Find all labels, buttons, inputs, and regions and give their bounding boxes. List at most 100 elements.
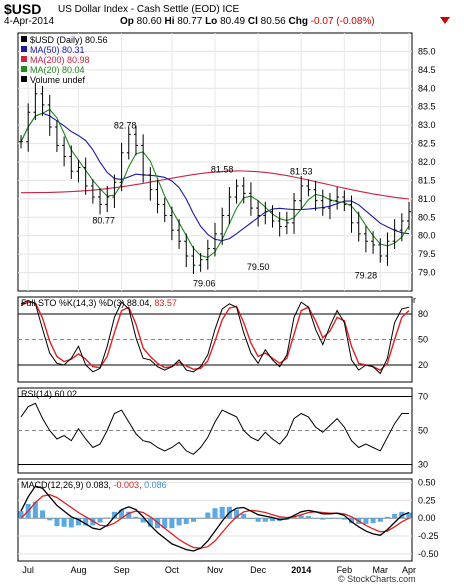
macd-histogram-bar [248,518,254,519]
macd-x-tick: Apr [402,565,416,575]
price-legend-entry: $USD (Daily) 80.56 [30,35,108,45]
price-annotation: 80.77 [92,215,115,225]
price-axis-tick: 80.5 [418,212,436,222]
macd-histogram-bar [104,517,110,519]
stochastic-axis-tick: 80 [418,309,428,319]
macd-histogram-bar [162,518,168,529]
low-label: Lo [205,16,218,27]
macd-x-tick: Jul [22,565,34,575]
macd-histogram-bar [255,518,261,522]
price-axis-tick: 81.0 [418,194,436,204]
macd-histogram-bar [133,516,139,519]
macd-histogram-bar [234,509,240,519]
macd-histogram-bar [205,512,211,519]
macd-axis-tick: 0.25 [418,495,436,505]
change-value: -0.07 (-0.08%) [310,16,375,27]
price-axis-tick: 82.5 [418,139,436,149]
price-annotation: 79.50 [247,262,270,272]
macd-line [20,485,410,552]
macd-histogram-bar [198,518,204,519]
low-value: 80.49 [220,16,246,27]
price-legend-entry: MA(20) 80.04 [30,65,85,75]
price-axis-tick: 84.5 [418,65,436,75]
legend-swatch [21,66,27,72]
macd-axis-tick: 0.50 [418,478,436,488]
price-annotation: 82.78 [114,120,137,130]
price-axis-tick: 84.0 [418,83,436,93]
macd-histogram-bar [68,518,74,528]
macd-histogram-bar [392,513,398,519]
macd-x-tick: Oct [165,565,180,575]
price-axis-tick: 80.0 [418,231,436,241]
symbol-title: $USD [4,1,42,17]
stochastic-legend: Full STO %K(14,3) %D(3) 88.04, 83.57 [21,298,177,308]
stochastic-k-line [20,299,410,375]
price-axis-tick: 79.5 [418,249,436,259]
rsi-axis-tick: 70 [418,392,428,402]
macd-histogram-bar [140,518,146,523]
stochastic-k-value: 88.04, [127,298,155,308]
high-label: Hi [164,16,175,27]
macd-histogram-bar [313,518,319,519]
macd-histogram-bar [219,506,225,519]
macd-histogram-bar [54,518,60,527]
close-label: Cl [247,16,258,27]
macd-histogram-bar [176,518,182,526]
price-axis-tick: 81.5 [418,175,436,185]
macd-signal-value: -0.003, [114,480,145,490]
legend-swatch [21,56,27,62]
rsi-line [20,402,409,455]
price-legend-entry: Volume undef [30,75,86,85]
macd-histogram-bar [47,518,53,521]
macd-histogram-bar [349,518,355,524]
macd-histogram-bar [384,516,390,519]
macd-histogram-bar [147,518,153,527]
down-triangle-icon [440,17,450,24]
price-axis-tick: 82.0 [418,157,436,167]
macd-histogram-bar [269,518,275,522]
price-axis-tick: 85.0 [418,46,436,56]
macd-x-tick: Aug [70,565,86,575]
macd-histogram-bar [377,518,383,522]
macd-histogram-bar [327,518,333,519]
symbol-name: US Dollar Index - Cash Settle (EOD) ICE [58,4,240,15]
price-legend-entry: MA(200) 80.98 [30,55,90,65]
macd-histogram-bar [334,518,340,519]
macd-histogram-bar [97,518,103,523]
ohlc-readout: Op 80.60 Hi 80.77 Lo 80.49 Cl 80.56 Chg … [120,16,375,27]
macd-histogram-bar [262,518,268,522]
close-value: 80.56 [260,16,286,27]
macd-histogram-bar [363,518,369,524]
stochastic-axis-tick: 50 [418,335,428,345]
macd-histogram-bar [298,515,304,519]
price-annotation: 81.58 [211,164,234,174]
macd-histogram-bar [83,518,89,526]
rsi-axis-tick: 50 [418,426,428,436]
legend-swatch [21,36,27,42]
macd-histogram-bar [212,508,218,519]
price-axis-tick: 79.0 [418,268,436,278]
open-label: Op [120,16,134,27]
macd-x-tick: Dec [250,565,267,575]
price-annotation: 81.53 [290,166,313,176]
macd-histogram-bar [341,518,347,520]
macd-x-tick: Sep [114,565,130,575]
macd-axis-tick: 0.00 [418,513,436,523]
macd-histogram-bar [406,512,412,519]
stochastic-d-line [20,301,410,371]
macd-histogram-bar [305,516,311,519]
rsi-axis-tick: 30 [418,460,428,470]
legend-swatch [21,76,27,82]
quote-date: 4-Apr-2014 [4,16,55,27]
macd-x-tick: 2014 [291,565,311,575]
macd-axis-tick: -0.25 [418,531,439,541]
macd-histogram-bar [119,509,125,519]
macd-histogram-bar [126,511,132,519]
change-label: Chg [288,16,308,27]
stochastic-d-value: 83.57 [154,298,177,308]
macd-histogram-bar [40,510,46,519]
rsi-legend: RSI(14) 60.02 [21,389,77,399]
price-annotation: 79.06 [193,278,216,288]
price-annotation: 79.28 [355,270,378,280]
